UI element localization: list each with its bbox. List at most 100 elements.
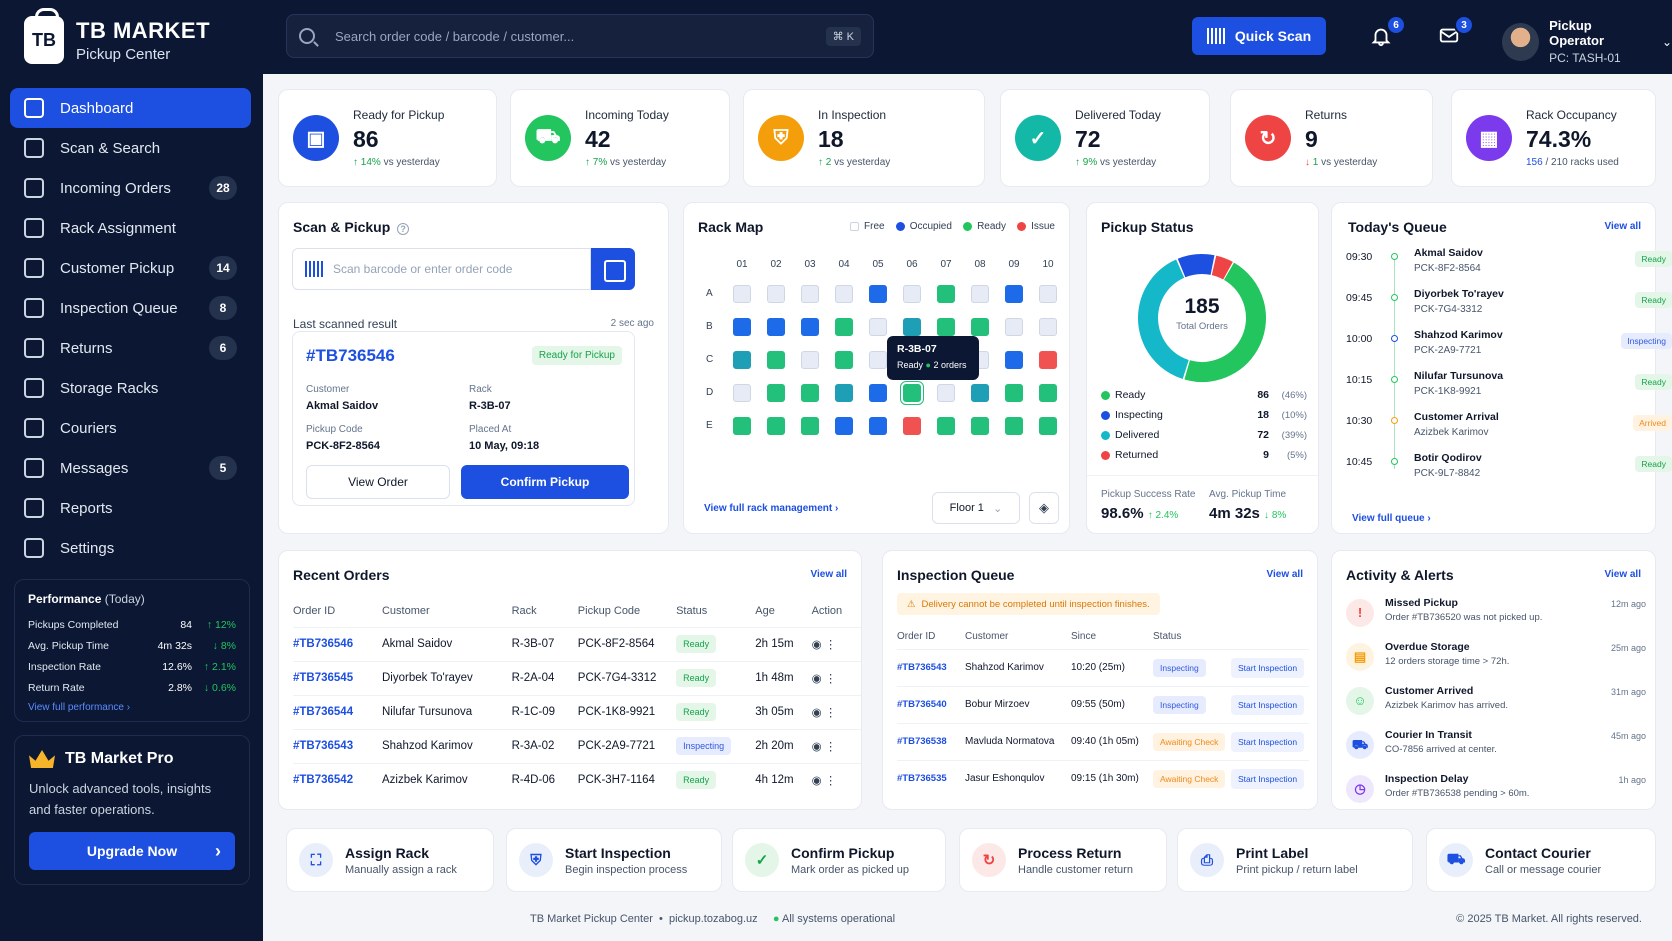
eye-icon[interactable]: ◉ [811,639,822,651]
table-row[interactable]: #TB736542 Azizbek Karimov R-4D-06 PCK-3H7-1… [293,763,861,797]
eye-icon[interactable]: ◉ [811,707,822,719]
rack-cell-E05[interactable] [869,417,887,435]
kpi-card-incoming-today[interactable]: ⛟ Incoming Today 42 ↑ 7% vs yesterday [510,89,730,187]
user-menu[interactable]: Pickup Operator PC: TASH-01 ⌄ [1502,18,1672,65]
sidebar-item-inspection-queue[interactable]: Inspection Queue 8 [10,288,251,328]
queue-item[interactable]: 10:30 Customer Arrival Azizbek Karimov Arri… [1332,411,1672,451]
order-id-link[interactable]: #TB736540 [897,699,947,710]
layers-icon[interactable]: ◈ [1029,492,1059,524]
rack-cell-B04[interactable] [835,318,853,336]
table-row[interactable]: #TB736544 Nilufar Tursunova R-1C-09 PCK-1K8… [293,695,861,729]
rack-cell-E07[interactable] [937,417,955,435]
eye-icon[interactable]: ◉ [811,673,822,685]
confirm-pickup-button[interactable]: Confirm Pickup [461,465,629,499]
sidebar-item-messages[interactable]: Messages 5 [10,448,251,488]
rack-cell-D07[interactable] [937,384,955,402]
sidebar-item-dashboard[interactable]: Dashboard [10,88,251,128]
table-row[interactable]: #TB736543 Shahzod Karimov R-3A-02 PCK-2A9-7… [293,729,861,763]
view-performance-link[interactable]: View full performance › [28,702,131,713]
rack-cell-D06[interactable] [903,384,921,402]
order-id-link[interactable]: #TB736542 [293,774,354,787]
order-id-link[interactable]: #TB736545 [293,672,354,684]
queue-item[interactable]: 10:00 Shahzod Karimov PCK-2A9-7721 Inspecti… [1332,329,1672,369]
messages-button[interactable]: 3 [1436,15,1474,49]
kpi-card-ready-for-pickup[interactable]: ▣ Ready for Pickup 86 ↑ 14% vs yesterday [278,89,497,187]
upgrade-button[interactable]: Upgrade Now [29,832,235,870]
rack-cell-A08[interactable] [971,285,989,303]
rack-cell-E06[interactable] [903,417,921,435]
result-order-id[interactable]: #TB736546 [306,346,395,365]
start-inspection-button[interactable]: Start Inspection [1231,768,1305,789]
scan-button[interactable] [591,248,635,290]
rack-cell-D09[interactable] [1005,384,1023,402]
more-icon[interactable]: ⋮ [821,707,837,719]
start-inspection-button[interactable]: Start Inspection [1231,657,1305,678]
sidebar-item-returns[interactable]: Returns 6 [10,328,251,368]
order-id-link[interactable]: #TB736535 [897,773,947,785]
rack-cell-B02[interactable] [767,318,785,336]
sidebar-item-settings[interactable]: Settings [10,528,251,568]
recent-orders-view-all[interactable]: View all [810,569,847,580]
rack-cell-D04[interactable] [835,384,853,402]
rack-cell-D03[interactable] [801,384,819,402]
rack-cell-A04[interactable] [835,285,853,303]
table-row[interactable]: #TB736540 Bobur Mirzoev 09:55 (50m) Inspect… [897,686,1309,723]
floor-select[interactable]: Floor 1 ⌄ [932,492,1020,524]
sidebar-item-couriers[interactable]: Couriers [10,408,251,448]
order-id-link[interactable]: #TB736544 [293,706,354,718]
activity-item[interactable]: ▤ Overdue Storage 12 orders storage time >… [1346,641,1646,681]
rack-cell-B07[interactable] [937,318,955,336]
rack-cell-A05[interactable] [869,285,887,303]
more-icon[interactable]: ⋮ [821,741,837,753]
sidebar-item-scan-search[interactable]: Scan & Search [10,128,251,168]
rack-cell-B03[interactable] [801,318,819,336]
sidebar-item-customer-pickup[interactable]: Customer Pickup 14 [10,248,251,288]
kpi-card-delivered-today[interactable]: ✓ Delivered Today 72 ↑ 9% vs yesterday [1000,89,1210,187]
more-icon[interactable]: ⋮ [821,639,837,651]
brand[interactable]: TB TB MARKET Pickup Center [24,8,210,64]
kpi-card-in-inspection[interactable]: ⛨ In Inspection 18 ↑ 2 vs yesterday [743,89,985,187]
rack-cell-D05[interactable] [869,384,887,402]
activity-view-all[interactable]: View all [1604,569,1641,580]
rack-cell-C10[interactable] [1039,351,1057,369]
print-label-action[interactable]: ⎙ Print Label Print pickup / return label [1177,828,1413,892]
more-icon[interactable]: ⋮ [821,673,837,685]
rack-cell-B10[interactable] [1039,318,1057,336]
table-row[interactable]: #TB736546 Akmal Saidov R-3B-07 PCK-8F2-8564… [293,627,861,661]
order-id-link[interactable]: #TB736543 [293,740,354,752]
rack-cell-A09[interactable] [1005,285,1023,303]
activity-item[interactable]: ⛟ Courier In Transit CO-7856 arrived at ce… [1346,729,1646,769]
start-inspection-button[interactable]: Start Inspection [1231,731,1305,752]
full-queue-link[interactable]: View full queue › [1352,513,1431,524]
table-row[interactable]: #TB736545 Diyorbek To'rayev R-2A-04 PCK-7G4… [293,661,861,695]
rack-cell-A01[interactable] [733,285,751,303]
rack-cell-E02[interactable] [767,417,785,435]
sidebar-item-storage-racks[interactable]: Storage Racks [10,368,251,408]
activity-item[interactable]: ! Missed Pickup Order #TB736520 was not pi… [1346,597,1646,637]
eye-icon[interactable]: ◉ [811,775,822,788]
more-icon[interactable]: ⋮ [821,775,837,788]
table-row[interactable]: #TB736535 Jasur Eshonqulov 09:15 (1h 30m) A… [897,760,1309,797]
table-row[interactable]: #TB736538 Mavluda Normatova 09:40 (1h 05m)… [897,723,1309,760]
queue-view-all[interactable]: View all [1604,221,1641,232]
activity-item[interactable]: ☺ Customer Arrived Azizbek Karimov has arr… [1346,685,1646,725]
rack-cell-B05[interactable] [869,318,887,336]
rack-cell-A07[interactable] [937,285,955,303]
search-input[interactable]: Search order code / barcode / customer..… [335,28,575,44]
rack-cell-E03[interactable] [801,417,819,435]
rack-cell-D10[interactable] [1039,384,1057,402]
rack-cell-C05[interactable] [869,351,887,369]
eye-icon[interactable]: ◉ [811,741,822,753]
inspection-view-all[interactable]: View all [1266,569,1303,580]
assign-rack-action[interactable]: ⛶ Assign Rack Manually assign a rack [286,828,494,892]
barcode-input[interactable]: Scan barcode or enter order code [292,248,591,290]
notifications-button[interactable]: 6 [1368,15,1406,49]
order-id-link[interactable]: #TB736538 [897,736,947,747]
process-return-action[interactable]: ↻ Process Return Handle customer return [959,828,1167,892]
rack-cell-A02[interactable] [767,285,785,303]
rack-cell-B06[interactable] [903,318,921,336]
